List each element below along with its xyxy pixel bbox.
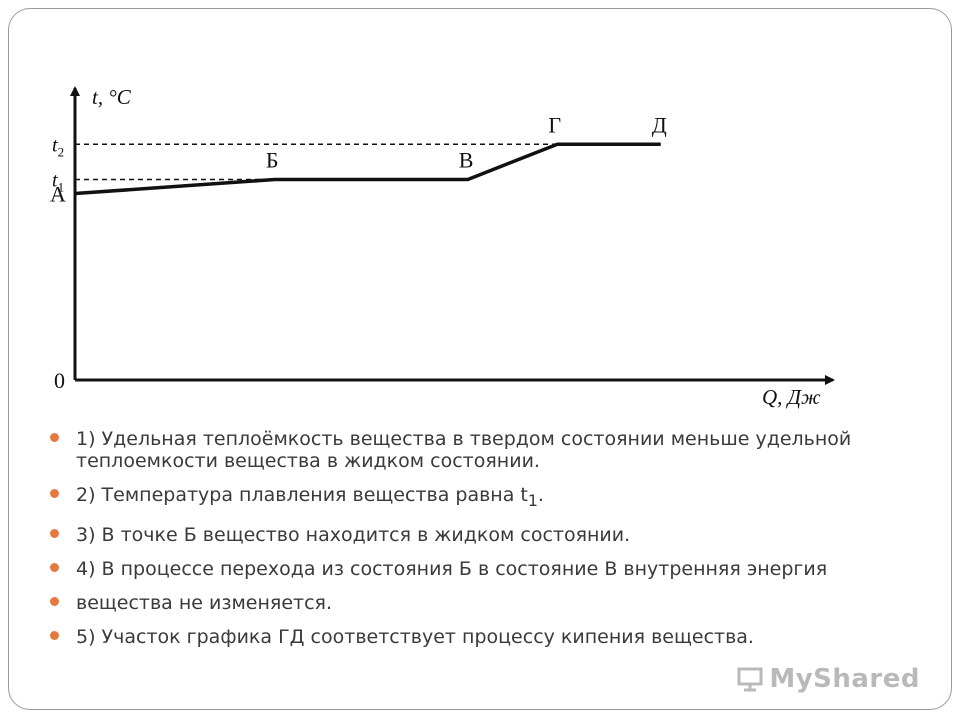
point-label: А	[50, 182, 66, 207]
point-label: Б	[266, 147, 279, 172]
point-label: Г	[548, 112, 561, 137]
presentation-icon	[737, 667, 763, 692]
y-axis-label: t, °C	[92, 85, 132, 109]
bullet-dot	[50, 433, 59, 442]
statement-item: 5) Участок графика ГД соответствует проц…	[48, 626, 928, 648]
watermark: MyShared	[737, 664, 920, 694]
y-tick-label: t2	[52, 134, 64, 159]
temperature-line	[74, 142, 661, 196]
statement-text: 1) Удельная теплоёмкость вещества в твер…	[76, 428, 852, 472]
statement-text: вещества не изменяется.	[76, 591, 333, 614]
statement-tail: .	[537, 484, 544, 506]
bullet-dot	[50, 630, 59, 640]
statement-text: 2) Температура плавления вещества равна …	[76, 484, 528, 506]
statement-text: 5) Участок графика ГД соответствует проц…	[76, 625, 754, 648]
statement-subscript: 1	[527, 490, 538, 510]
statement-item: вещества не изменяется.	[48, 592, 928, 614]
bullet-dot	[50, 562, 59, 572]
statement-text: 4) В процессе перехода из состояния Б в …	[76, 557, 828, 580]
statement-text: 3) В точке Б вещество находится в жидком…	[76, 523, 631, 546]
statement-item: 4) В процессе перехода из состояния Б в …	[48, 558, 928, 580]
origin-label: 0	[54, 368, 65, 393]
point-label: В	[459, 147, 474, 172]
bullet-dot	[50, 528, 59, 538]
bullet-dot	[50, 596, 59, 606]
slide-frame	[8, 8, 952, 710]
point-label: Д	[652, 112, 667, 137]
watermark-text: MyShared	[769, 664, 920, 694]
statement-item: 1) Удельная теплоёмкость вещества в твер…	[48, 428, 928, 472]
bullet-dot	[50, 489, 59, 498]
statement-list: 1) Удельная теплоёмкость вещества в твер…	[48, 428, 928, 660]
statement-item: 3) В точке Б вещество находится в жидком…	[48, 524, 928, 546]
statement-item: 2) Температура плавления вещества равна …	[48, 484, 928, 512]
x-axis-label: Q, Дж	[762, 385, 821, 409]
